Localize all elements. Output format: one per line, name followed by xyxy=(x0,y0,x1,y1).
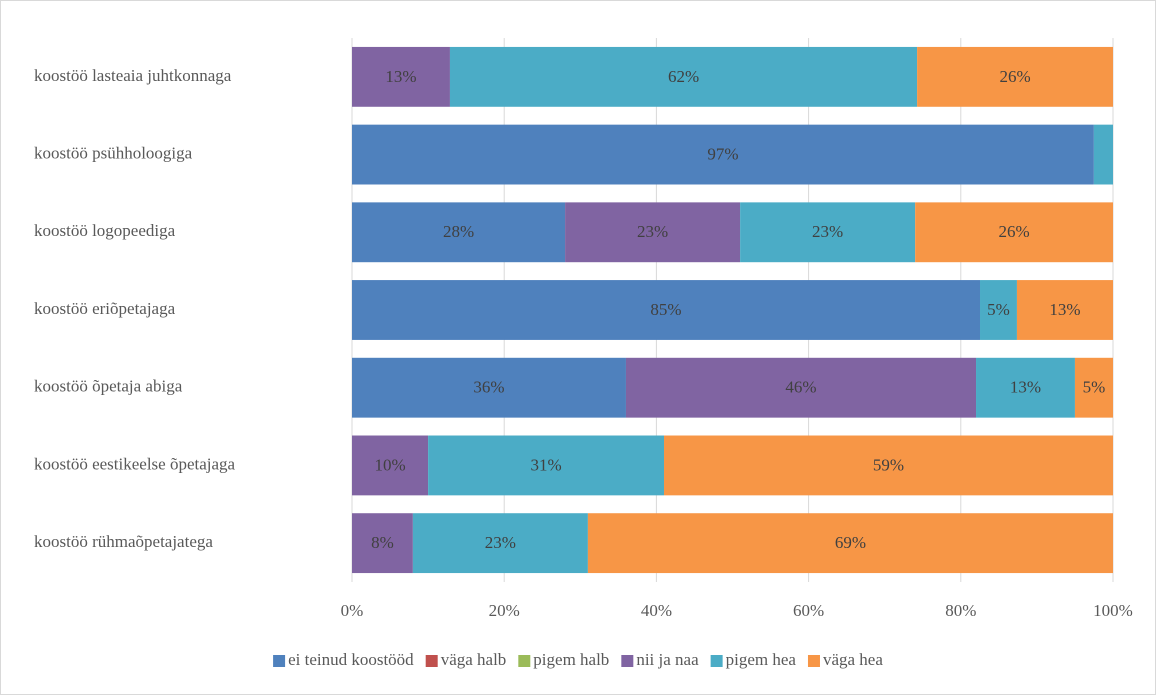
legend-marker xyxy=(710,655,723,667)
legend-marker xyxy=(273,655,286,667)
data-label: 31% xyxy=(530,455,561,474)
bar-segment xyxy=(352,280,981,340)
data-label: 62% xyxy=(668,67,699,86)
x-tick-label: 0% xyxy=(341,601,364,620)
bar-segment xyxy=(740,202,916,263)
data-label: 23% xyxy=(485,533,516,552)
data-label: 59% xyxy=(873,455,904,474)
legend-marker xyxy=(518,655,531,667)
bar-segment xyxy=(352,202,566,263)
bar-segment xyxy=(664,435,1113,496)
bar-segment xyxy=(980,280,1017,340)
legend-marker xyxy=(807,655,820,667)
y-tick-label: koostöö logopeediga xyxy=(34,221,176,240)
data-label: 36% xyxy=(473,378,504,397)
bar-segment xyxy=(352,124,1094,185)
bar-segment xyxy=(976,357,1075,418)
legend-label: pigem halb xyxy=(533,650,609,669)
legend-label: väga hea xyxy=(823,650,883,669)
data-label: 8% xyxy=(371,533,394,552)
x-tick-label: 60% xyxy=(793,601,824,620)
x-tick-label: 100% xyxy=(1093,601,1133,620)
data-label: 46% xyxy=(785,378,816,397)
bar-segment xyxy=(915,202,1113,263)
legend-label: väga halb xyxy=(441,650,507,669)
data-label: 85% xyxy=(650,300,681,319)
bar-segment xyxy=(352,435,429,496)
y-tick-label: koostöö lasteaia juhtkonnaga xyxy=(34,66,232,85)
bar-segment xyxy=(352,357,626,418)
data-label: 13% xyxy=(1049,300,1080,319)
legend-marker xyxy=(425,655,438,667)
x-tick-label: 80% xyxy=(945,601,976,620)
x-tick-label: 20% xyxy=(489,601,520,620)
bar-segment xyxy=(1074,357,1113,418)
bar-segment xyxy=(412,513,588,574)
bar-segment xyxy=(917,46,1113,107)
data-label: 26% xyxy=(999,67,1030,86)
data-label: 69% xyxy=(835,533,866,552)
data-label: 13% xyxy=(385,67,416,86)
bar-segment xyxy=(625,357,977,418)
bar-segment xyxy=(1093,124,1113,185)
y-tick-label: koostöö rühmaõpetajatega xyxy=(34,532,213,551)
data-label: 13% xyxy=(1010,378,1041,397)
y-tick-label: koostöö eestikeelse õpetajaga xyxy=(34,454,236,473)
bar-segment xyxy=(449,46,918,107)
data-label: 97% xyxy=(707,144,738,163)
data-label: 5% xyxy=(987,300,1010,319)
bar-segment xyxy=(565,202,741,263)
legend-label: pigem hea xyxy=(726,650,797,669)
data-label: 26% xyxy=(998,222,1029,241)
data-label: 28% xyxy=(443,222,474,241)
legend-label: nii ja naa xyxy=(636,650,699,669)
bar-segment xyxy=(428,435,665,496)
x-tick-label: 40% xyxy=(641,601,672,620)
legend-marker xyxy=(621,655,634,667)
bar-segment xyxy=(352,46,450,107)
bar-segment xyxy=(352,513,413,574)
bar-segment xyxy=(587,513,1113,574)
data-label: 5% xyxy=(1083,378,1106,397)
data-label: 10% xyxy=(374,455,405,474)
bar-segment xyxy=(1016,280,1113,340)
data-label: 23% xyxy=(637,222,668,241)
y-tick-label: koostöö õpetaja abiga xyxy=(34,377,183,396)
data-label: 23% xyxy=(812,222,843,241)
legend-label: ei teinud koostööd xyxy=(288,650,414,669)
y-tick-label: koostöö eriõpetajaga xyxy=(34,299,176,318)
y-tick-label: koostöö psühholoogiga xyxy=(34,143,193,162)
